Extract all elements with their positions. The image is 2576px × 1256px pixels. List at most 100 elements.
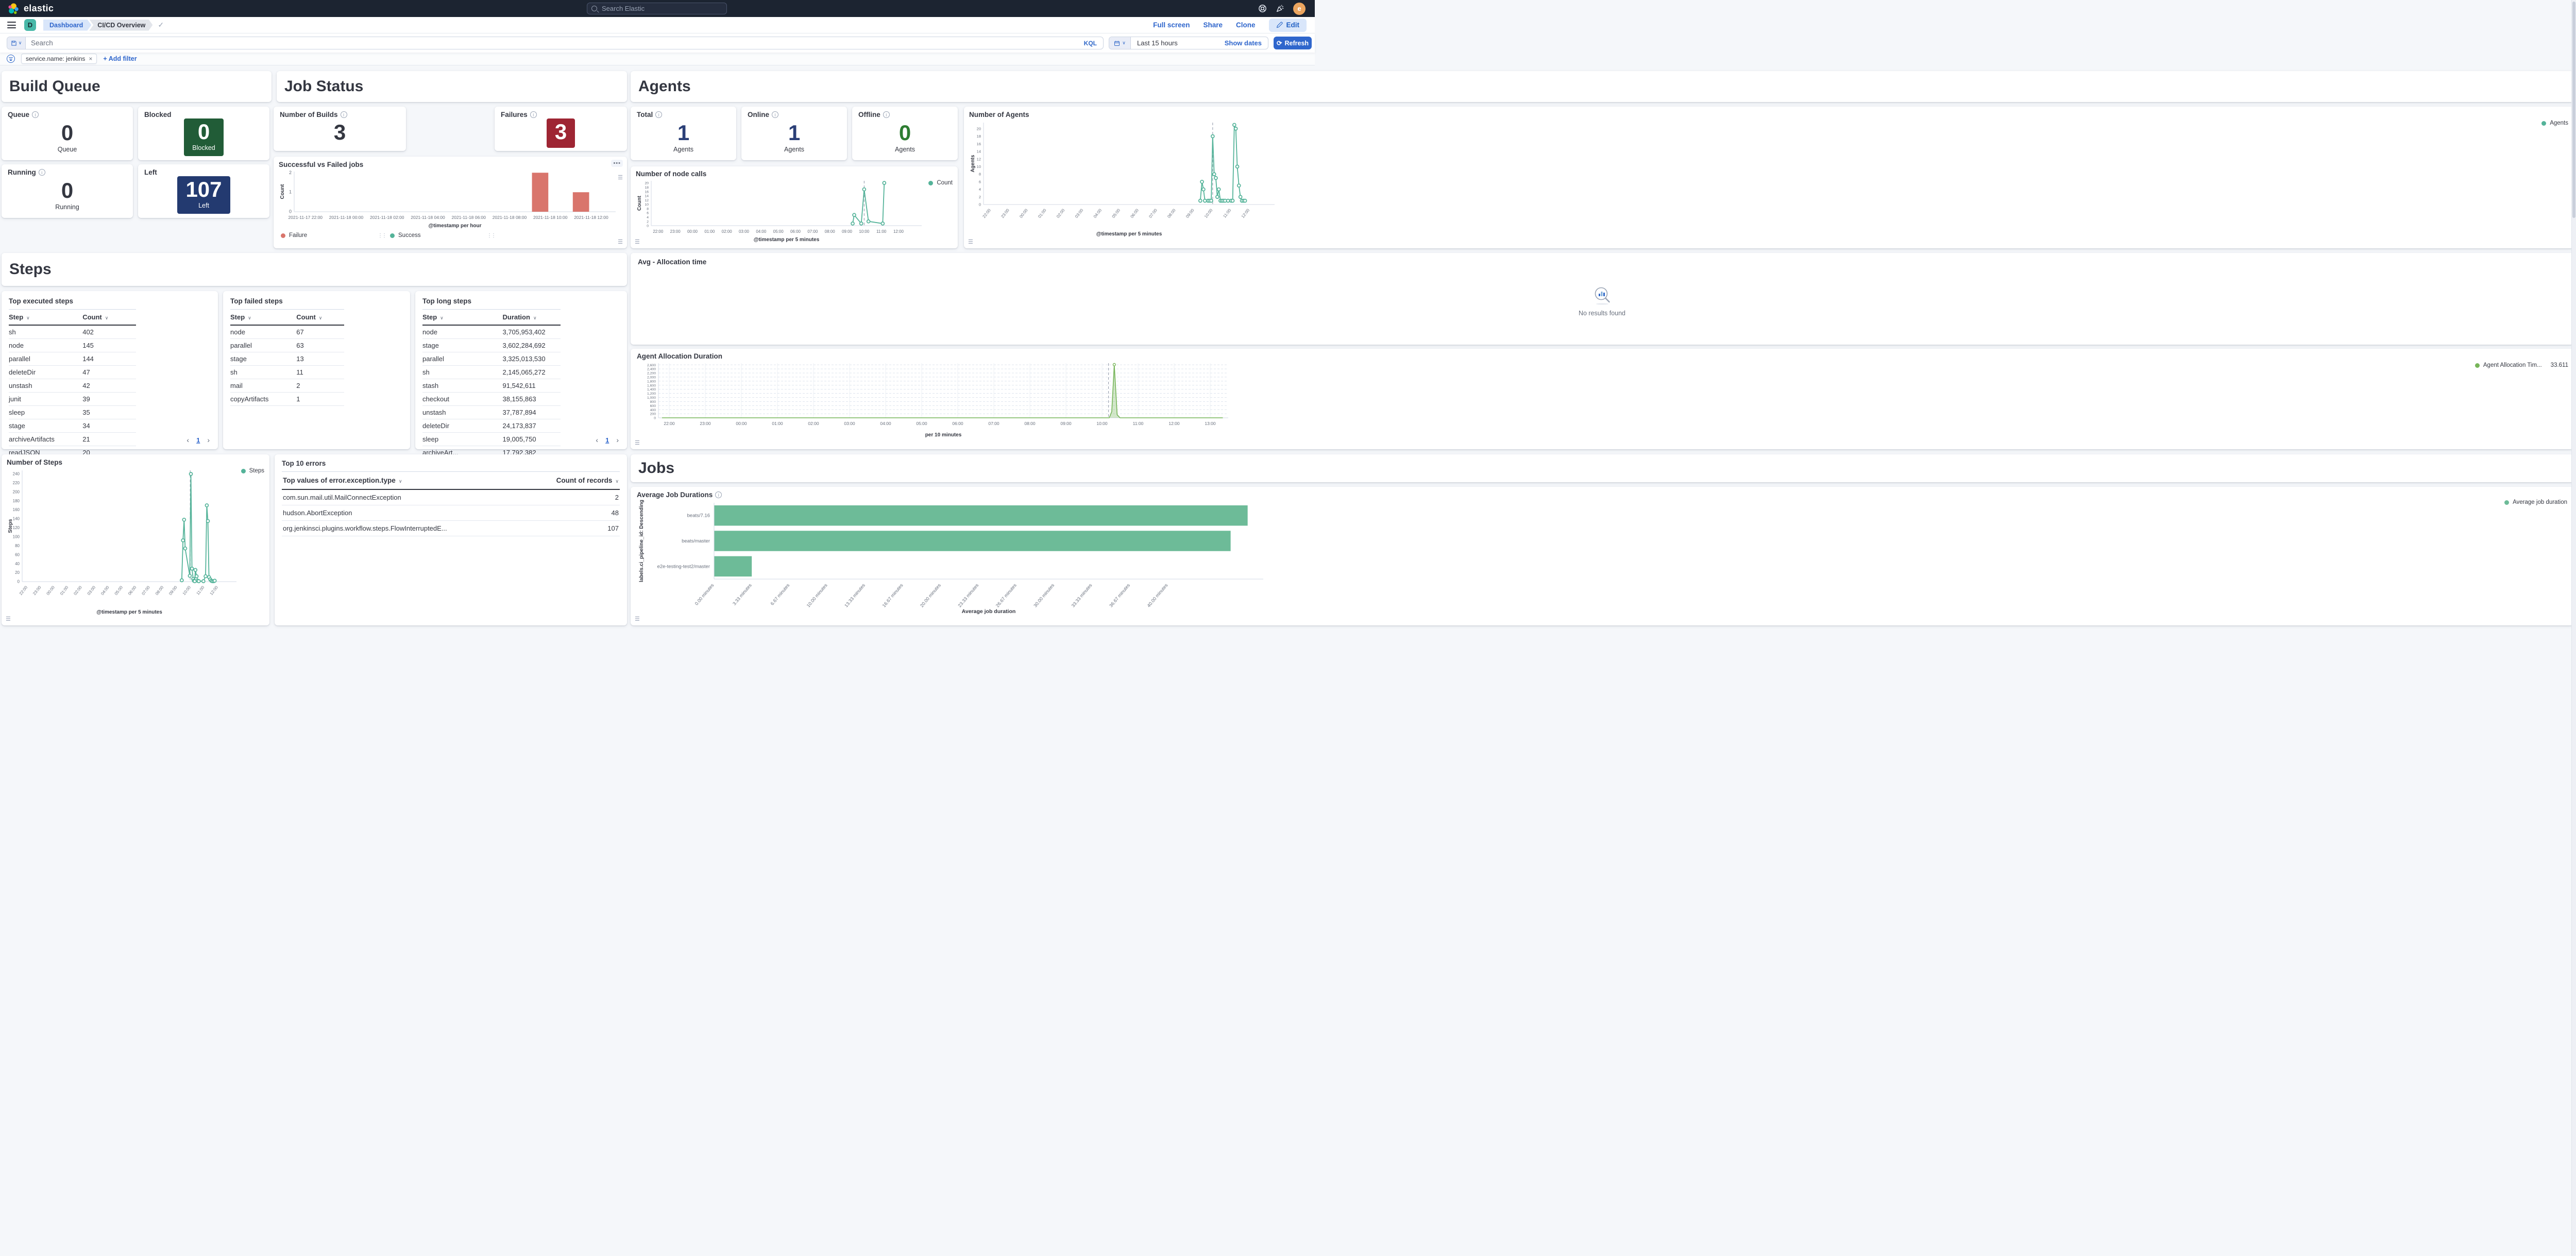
page-number[interactable]: 1 [605, 436, 609, 444]
chevron-right-icon[interactable]: › [616, 436, 619, 444]
info-icon[interactable]: i [32, 111, 39, 118]
column-header-step[interactable]: Step ∨ [422, 309, 503, 326]
panel-avg-allocation-time: Avg - Allocation time No results found [631, 253, 2573, 345]
legend-toggle-icon[interactable]: ☰ [968, 239, 973, 245]
breadcrumb-dashboard[interactable]: Dashboard [43, 20, 91, 31]
svg-text:0: 0 [18, 580, 20, 584]
info-icon[interactable]: i [772, 111, 779, 118]
metric-value-box: 1 Agents [784, 122, 804, 153]
legend-item-success[interactable]: Success [390, 232, 483, 239]
global-search-input[interactable] [601, 4, 722, 13]
legend-toggle-icon[interactable]: ☰ [618, 175, 623, 181]
svg-text:80: 80 [15, 544, 20, 548]
legend-toggle-icon[interactable]: ☰ [618, 239, 623, 245]
legend-item-failure[interactable]: Failure [281, 232, 374, 239]
chart-legend[interactable]: Agents [2541, 120, 2568, 126]
remove-filter-icon[interactable]: × [89, 55, 93, 62]
errors-col-type[interactable]: Top values of error.exception.type ∨ [282, 471, 526, 490]
svg-text:20: 20 [15, 570, 20, 575]
page-scrollbar[interactable] [2571, 0, 2576, 1256]
user-avatar[interactable]: e [1293, 2, 1306, 15]
full-screen-button[interactable]: Full screen [1153, 21, 1190, 29]
chart-title-text: Successful vs Failed jobs [279, 161, 364, 168]
chevron-down-icon: ∨ [533, 315, 537, 320]
svg-text:02:00: 02:00 [722, 229, 733, 234]
legend-toggle-icon[interactable]: ☰ [6, 616, 11, 622]
metric-total-agents: Total i 1 Agents [631, 107, 736, 160]
svg-text:140: 140 [13, 517, 20, 521]
info-icon[interactable]: i [340, 111, 347, 118]
svg-text:12:00: 12:00 [1168, 421, 1180, 426]
column-header-duration[interactable]: Duration ∨ [502, 309, 561, 326]
info-icon[interactable]: i [38, 169, 45, 176]
filter-icon[interactable] [7, 55, 15, 63]
chevron-left-icon[interactable]: ‹ [187, 436, 190, 444]
chevron-left-icon[interactable]: ‹ [596, 436, 599, 444]
calendar-menu[interactable]: ∨ [1109, 37, 1131, 49]
legend-resize-handle[interactable]: ⋮⋮ [378, 232, 387, 239]
svg-text:e2e-testing-test2/master: e2e-testing-test2/master [657, 564, 710, 569]
table-cell: 63 [296, 338, 345, 352]
table-row: stage 3,602,284,692 [422, 338, 561, 352]
info-icon[interactable]: i [530, 111, 537, 118]
legend-toggle-icon[interactable]: ☰ [635, 616, 640, 622]
legend-toggle-icon[interactable]: ☰ [635, 440, 640, 446]
info-icon[interactable]: i [883, 111, 890, 118]
metric-title: Left [144, 168, 263, 176]
panel-options-icon[interactable]: ••• [611, 160, 623, 167]
chart-plot: 0.00 minutes 3.33 minutes 6.67 minutes 10.0… [637, 499, 2567, 615]
svg-text:22:00: 22:00 [982, 208, 992, 219]
global-search-box[interactable] [587, 3, 727, 14]
chart-legend[interactable]: Average job duration [2504, 499, 2567, 505]
metric-sublabel: Agents [895, 145, 915, 153]
column-label: Step [230, 313, 245, 321]
edit-button[interactable]: Edit [1268, 18, 1307, 32]
clone-button[interactable]: Clone [1235, 21, 1256, 29]
section-title-agents: Agents [631, 71, 2573, 102]
saved-query-menu[interactable]: ∨ [7, 37, 26, 49]
column-header-count[interactable]: Count ∨ [296, 309, 345, 326]
chart-average-job-durations: ☰ Average Job Durations i 0.00 minutes 3.33… [631, 487, 2573, 625]
chevron-down-icon: ∨ [18, 40, 22, 45]
table-cell: 11 [296, 365, 345, 379]
legend-toggle-icon[interactable]: ☰ [635, 239, 640, 245]
info-icon[interactable]: i [655, 111, 663, 118]
metric-value: 0 [899, 121, 911, 145]
menu-icon[interactable] [7, 22, 16, 28]
table-cell: 39 [82, 392, 136, 406]
svg-text:02:00: 02:00 [73, 585, 83, 596]
metric-title: Blocked [144, 111, 263, 118]
info-icon[interactable]: i [715, 491, 722, 498]
elastic-logo[interactable]: elastic [7, 3, 54, 15]
kql-search-box[interactable]: ∨ KQL [7, 37, 1104, 49]
column-header-step[interactable]: Step ∨ [9, 309, 83, 326]
space-avatar[interactable]: D [24, 19, 36, 31]
table-cell: sleep [422, 432, 503, 446]
chart-legend[interactable]: Count [928, 180, 953, 186]
time-range-value[interactable]: Last 15 hours [1137, 39, 1178, 47]
column-header-step[interactable]: Step ∨ [230, 309, 297, 326]
legend-resize-handle[interactable]: ⋮⋮ [487, 232, 496, 239]
help-icon[interactable] [1258, 4, 1267, 13]
page-number[interactable]: 1 [196, 436, 200, 444]
errors-col-count[interactable]: Count of records ∨ [525, 471, 620, 490]
chevron-right-icon[interactable]: › [207, 436, 210, 444]
svg-text:2,600: 2,600 [647, 364, 656, 367]
add-filter-button[interactable]: + Add filter [103, 55, 137, 62]
newsfeed-icon[interactable] [1276, 4, 1284, 13]
table-row: node 3,705,953,402 [422, 325, 561, 339]
svg-text:16.67 minutes: 16.67 minutes [882, 582, 904, 608]
chart-legend[interactable]: Steps [241, 468, 264, 474]
kql-language-button[interactable]: KQL [1083, 39, 1097, 47]
chart-legend[interactable]: Agent Allocation Tim... 33.611 [2475, 362, 2568, 368]
scrollbar-thumb[interactable] [2572, 2, 2575, 218]
share-button[interactable]: Share [1203, 21, 1223, 29]
filter-pill[interactable]: service.name: jenkins × [21, 54, 97, 64]
refresh-button[interactable]: ⟳ Refresh [1274, 37, 1312, 49]
date-picker[interactable]: ∨ Last 15 hours Show dates [1109, 37, 1268, 49]
chevron-down-icon: ∨ [615, 479, 619, 484]
column-header-count[interactable]: Count ∨ [82, 309, 136, 326]
query-input[interactable] [26, 39, 1078, 47]
svg-text:09:00: 09:00 [168, 585, 178, 596]
show-dates-button[interactable]: Show dates [1224, 39, 1262, 47]
